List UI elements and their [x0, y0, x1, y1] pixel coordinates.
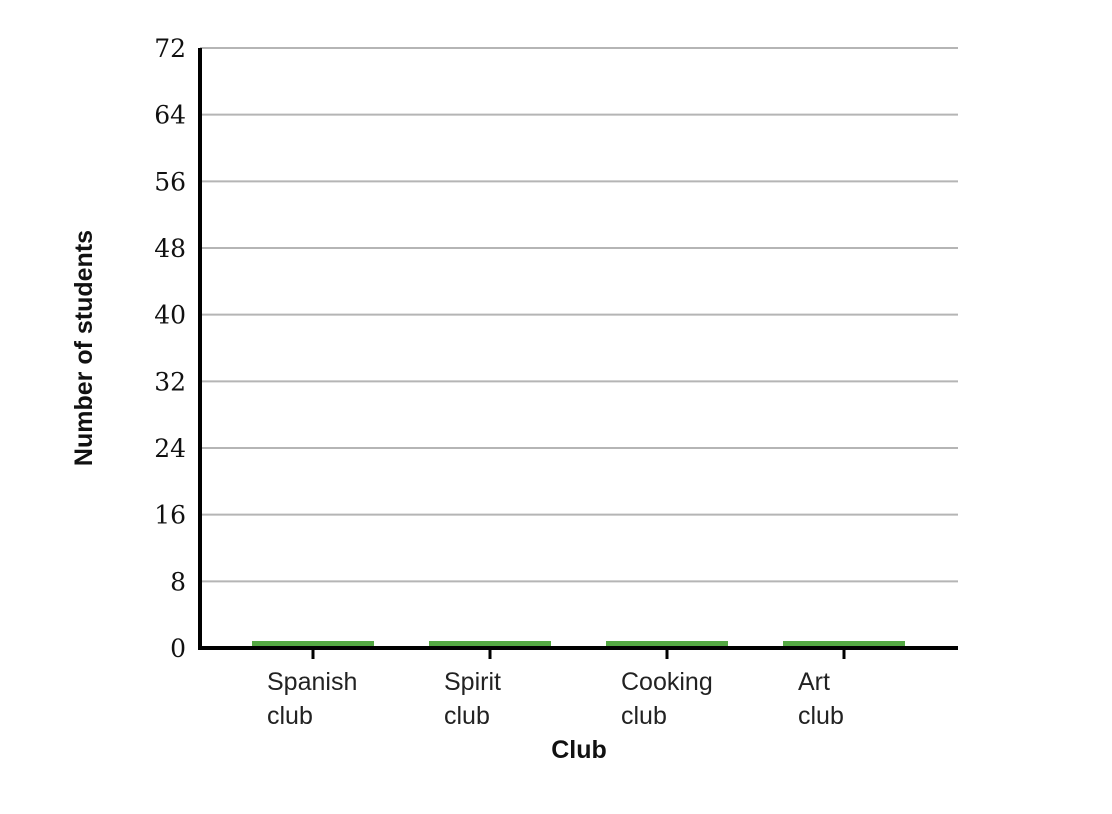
y-tick-label: 0 [170, 634, 186, 663]
x-tick-label: club [267, 702, 313, 730]
y-tick-label: 32 [154, 367, 186, 396]
y-tick-label: 48 [154, 234, 186, 263]
y-tick-label: 16 [154, 501, 186, 530]
x-tick-label: Spanish [267, 668, 357, 696]
bar [783, 641, 905, 648]
y-tick-label: 24 [154, 434, 186, 463]
y-tick-labels: 0 8 16 24 32 40 48 56 64 72 [154, 34, 186, 663]
x-tick-label: Art [798, 668, 830, 696]
y-tick-label: 40 [154, 301, 186, 330]
y-tick-label: 56 [154, 167, 186, 196]
y-axis-title: Number of students [70, 230, 98, 466]
x-tick-label: club [798, 702, 844, 730]
x-tick-label: club [444, 702, 490, 730]
bar [252, 641, 374, 648]
bars [252, 641, 905, 648]
y-tick-label: 72 [154, 34, 186, 63]
x-tick-label: Spirit [444, 668, 501, 696]
x-axis-title: Club [551, 736, 607, 764]
gridlines [200, 47, 958, 583]
bar [429, 641, 551, 648]
bar [606, 641, 728, 648]
y-tick-label: 8 [170, 567, 186, 596]
x-tick-label: Cooking [621, 668, 713, 696]
x-tick-labels: Spanish club Spirit club Cooking club Art club [267, 648, 846, 730]
y-tick-label: 64 [154, 101, 186, 130]
x-tick-label: club [621, 702, 667, 730]
